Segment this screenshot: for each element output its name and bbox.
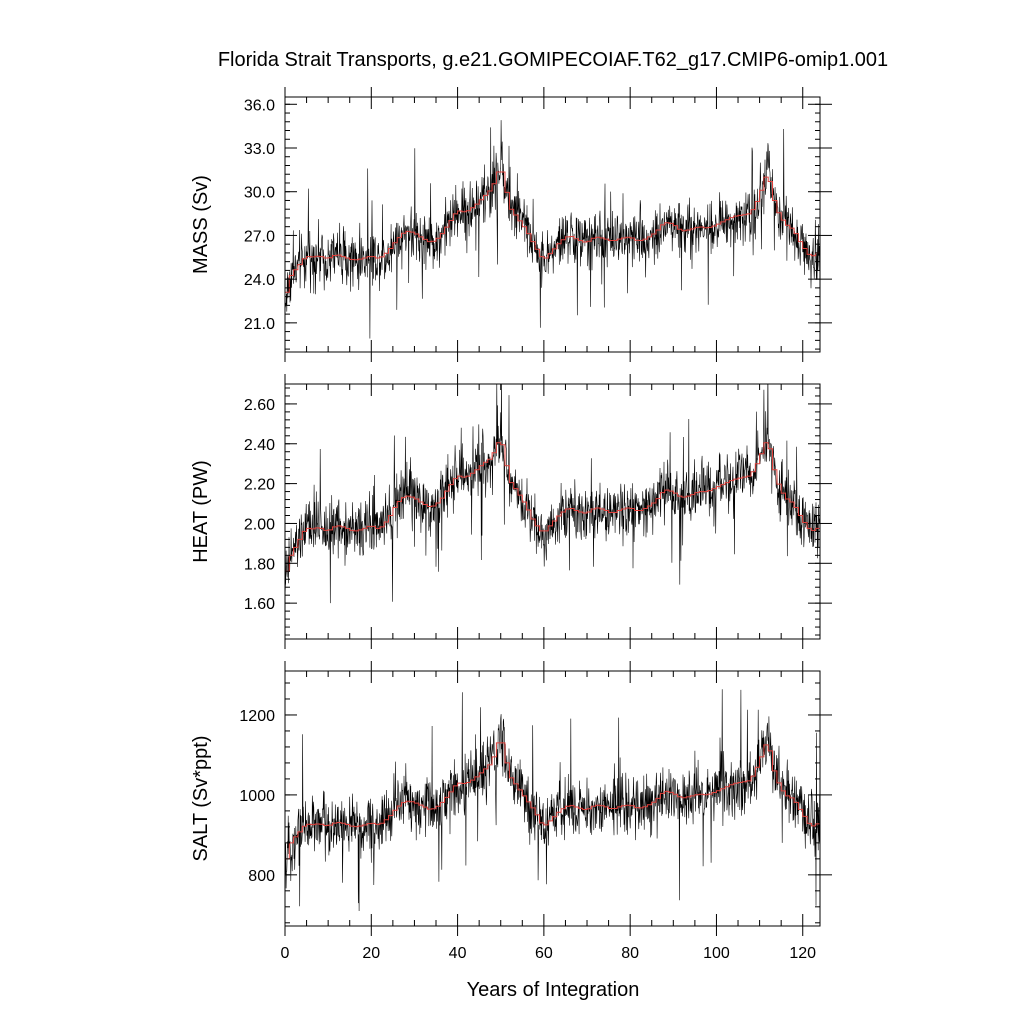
heat-y-tick-label: 1.60 (244, 596, 275, 613)
mass-y-tick-label: 30.0 (244, 185, 275, 202)
mass-y-axis-label: MASS (Sv) (190, 175, 212, 274)
mass-panel: 21.0 24.0 27.0 30.0 33.0 36.0 MASS (Sv) (190, 87, 832, 362)
heat-y-tick-label: 2.20 (244, 477, 275, 494)
heat-y-tick-label: 2.00 (244, 516, 275, 533)
mass-y-tick-label: 36.0 (244, 97, 275, 114)
heat-annual-mean-line (285, 442, 820, 572)
mass-y-tick-label: 21.0 (244, 316, 275, 333)
heat-y-axis-label: HEAT (PW) (190, 460, 212, 563)
salt-x-tick-label: 100 (703, 945, 730, 962)
salt-y-tick-label: 800 (248, 868, 275, 885)
figure-title: Florida Strait Transports, g.e21.GOMIPEC… (218, 49, 888, 71)
salt-monthly-line (285, 689, 820, 912)
salt-y-tick-label: 1000 (239, 788, 275, 805)
salt-plot-frame (284, 670, 821, 927)
salt-x-tick-label: 40 (449, 945, 467, 962)
salt-panel: 800 1000 1200 0 20 40 60 80 100 120 SALT (Sv*ppt) (190, 661, 832, 962)
heat-y-tick-label: 2.60 (244, 397, 275, 414)
mass-plot-frame (284, 96, 821, 353)
heat-panel: 1.60 1.80 2.00 2.20 2.40 2.60 HEAT (PW) (190, 374, 832, 649)
mass-y-tick-label: 27.0 (244, 228, 275, 245)
salt-annual-mean-line (285, 742, 820, 860)
salt-x-tick-label: 60 (535, 945, 553, 962)
heat-plot-frame (284, 383, 821, 640)
salt-x-tick-label: 120 (789, 945, 816, 962)
salt-y-tick-label: 1200 (239, 708, 275, 725)
heat-monthly-line (285, 384, 820, 604)
salt-x-tick-label: 80 (621, 945, 639, 962)
salt-x-tick-label: 0 (281, 945, 290, 962)
salt-x-tick-label: 20 (362, 945, 380, 962)
heat-y-tick-label: 1.80 (244, 556, 275, 573)
mass-y-tick-label: 24.0 (244, 272, 275, 289)
salt-y-axis-label: SALT (Sv*ppt) (190, 736, 212, 862)
mass-monthly-line (285, 120, 820, 339)
mass-annual-mean-line (285, 171, 820, 293)
heat-y-tick-label: 2.40 (244, 437, 275, 454)
x-axis-label: Years of Integration (467, 979, 640, 1001)
mass-y-tick-label: 33.0 (244, 141, 275, 158)
